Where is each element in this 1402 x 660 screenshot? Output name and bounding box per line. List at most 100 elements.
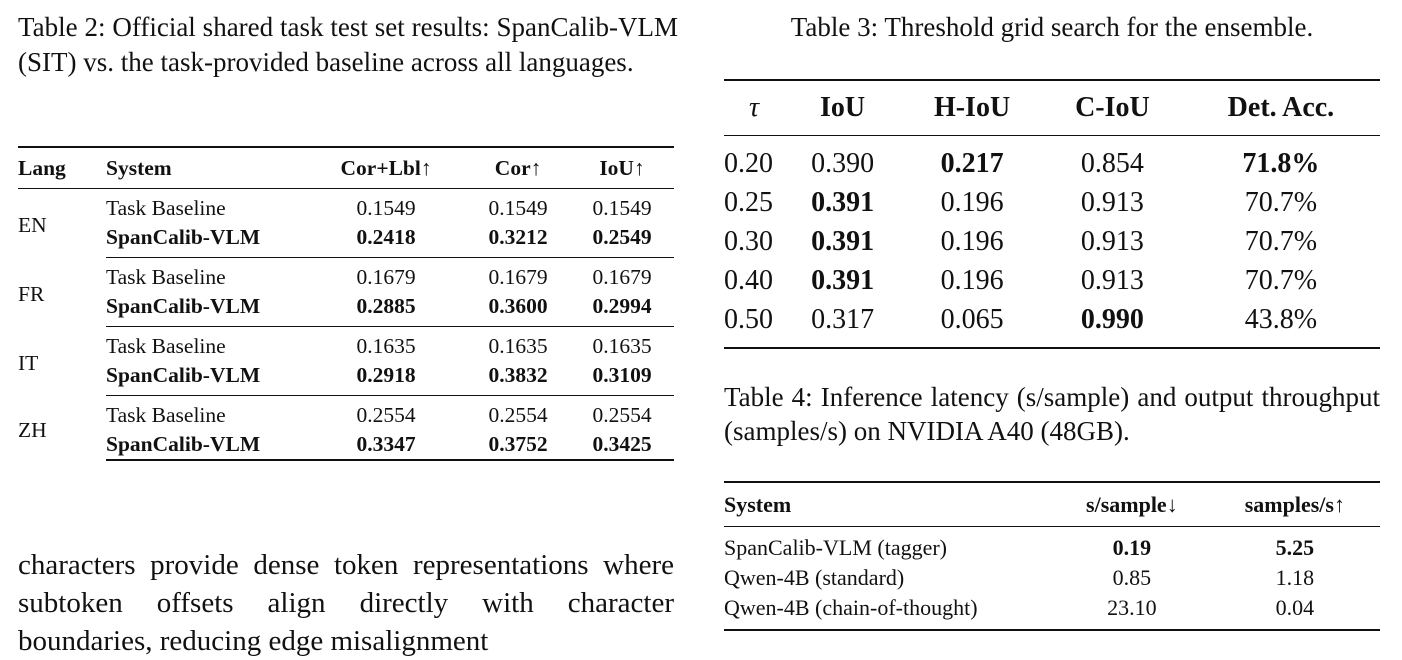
value-cell: 0.196 [940,225,1004,257]
value-cell: 0.196 [940,186,1004,218]
value-cell: 0.1549 [592,196,652,220]
value-cell: 23.10 [1054,593,1210,631]
header-cell: Lang [18,146,106,189]
table-4-caption: Table 4: Inference latency (s/sample) an… [724,382,1380,446]
value-cell: 0.391 [811,225,875,257]
value-cell: 0.1679 [356,265,416,289]
system-cell: Task Baseline [106,196,226,220]
value-cell: 0.3425 [570,430,674,461]
header-cell: s/sample↓ [1054,481,1210,527]
value-cell: 0.2918 [306,361,467,396]
table-3: τ IoU H-IoU C-IoU Det. Acc. 0.20 0.390 0.217 0.8… [724,79,1380,349]
value-cell: 0.3600 [466,292,571,327]
table-row: 0.25 0.391 0.196 0.913 70.7% [724,183,1380,222]
table-4: System s/sample↓ samples/s↑ SpanCalib-VLM (… [724,481,1380,631]
value-cell: 43.8% [1181,300,1380,349]
value-cell: 0.196 [940,264,1004,296]
header-cell: samples/s↑ [1209,481,1380,527]
value-cell: 0.391 [811,264,875,296]
header-row: System s/sample↓ samples/s↑ [724,481,1380,527]
system-cell: SpanCalib-VLM [106,430,306,461]
value-cell: 0.065 [901,300,1043,349]
header-cell: Det. Acc. [1181,79,1380,136]
threshold-cell: 0.20 [724,147,773,179]
header-cell: IoU [784,79,902,136]
value-cell: 0.1635 [488,334,548,358]
value-cell: 0.1635 [356,334,416,358]
value-cell: 0.317 [784,300,902,349]
table-row: 0.20 0.390 0.217 0.854 71.8% [724,136,1380,184]
value-cell: 0.2554 [356,403,416,427]
header-cell: τ [724,79,784,136]
threshold-cell: 0.25 [724,186,773,218]
value-cell: 0.854 [1080,147,1144,179]
value-cell: 5.25 [1275,535,1315,560]
lang-cell: IT [18,351,39,375]
value-cell: 0.3347 [306,430,467,461]
header-cell: H-IoU [901,79,1043,136]
value-cell: 0.913 [1080,264,1144,296]
header-cell: C-IoU [1042,79,1182,136]
table-row: 0.40 0.391 0.196 0.913 70.7% [724,261,1380,300]
table-row: 0.50 0.317 0.065 0.990 43.8% [724,300,1380,349]
value-cell: 70.7% [1244,186,1318,218]
system-cell: Qwen-4B (chain-of-thought) [724,593,1054,631]
value-cell: 0.217 [940,147,1004,179]
value-cell: 0.990 [1042,300,1182,349]
system-cell: SpanCalib-VLM (tagger) [724,535,947,560]
header-cell: IoU↑ [570,146,674,189]
lang-cell: ZH [18,417,47,442]
table-row: SpanCalib-VLM 0.2885 0.3600 0.2994 [18,292,674,327]
system-cell: Task Baseline [106,334,226,358]
value-cell: 1.18 [1275,565,1315,590]
table-row: FR Task Baseline 0.1679 0.1679 0.1679 [18,258,674,306]
value-cell: 0.2554 [488,403,548,427]
value-cell: 0.3752 [466,430,571,461]
header-row: Lang System Cor+Lbl↑ Cor↑ IoU↑ [18,146,674,189]
value-cell: 71.8% [1242,147,1320,179]
value-cell: 0.1679 [592,265,652,289]
header-row: τ IoU H-IoU C-IoU Det. Acc. [724,79,1380,136]
value-cell: 0.1549 [356,196,416,220]
value-cell: 0.391 [811,186,875,218]
table-2-caption: Table 2: Official shared task test set r… [18,12,678,77]
value-cell: 0.19 [1112,535,1152,560]
table-2: Lang System Cor+Lbl↑ Cor↑ IoU↑ EN Task Baselin… [18,146,674,461]
system-cell: Task Baseline [106,403,226,427]
lang-cell: FR [18,282,45,306]
value-cell: 0.1679 [488,265,548,289]
value-cell: 0.1549 [488,196,548,220]
value-cell: 0.2885 [306,292,467,327]
table-row: Qwen-4B (standard) 0.85 1.18 [724,563,1380,593]
table-row: SpanCalib-VLM 0.2418 0.3212 0.2549 [18,223,674,258]
value-cell: 0.3109 [570,361,674,396]
threshold-cell: 0.50 [724,300,784,349]
value-cell: 70.7% [1244,225,1318,257]
value-cell: 0.04 [1209,593,1380,631]
value-cell: 0.2549 [570,223,674,258]
value-cell: 0.3212 [466,223,571,258]
body-paragraph: characters provide dense token represent… [18,549,674,657]
value-cell: 0.390 [811,147,875,179]
table-row: SpanCalib-VLM (tagger) 0.19 5.25 [724,527,1380,564]
header-cell: Cor+Lbl↑ [306,146,467,189]
system-cell: SpanCalib-VLM [106,223,306,258]
table-row: ZH Task Baseline 0.2554 0.2554 0.2554 [18,396,674,442]
value-cell: 0.3832 [466,361,571,396]
threshold-cell: 0.30 [724,225,773,257]
value-cell: 0.1635 [592,334,652,358]
system-cell: SpanCalib-VLM [106,361,306,396]
table-row: EN Task Baseline 0.1549 0.1549 0.1549 [18,189,674,237]
table-row: SpanCalib-VLM 0.2918 0.3832 0.3109 [18,361,674,396]
system-cell: Qwen-4B (standard) [724,565,905,590]
value-cell: 0.2418 [306,223,467,258]
table-row: SpanCalib-VLM 0.3347 0.3752 0.3425 [18,430,674,461]
value-cell: 70.7% [1244,264,1318,296]
value-cell: 0.2994 [570,292,674,327]
value-cell: 0.2554 [592,403,652,427]
threshold-cell: 0.40 [724,264,773,296]
value-cell: 0.85 [1112,565,1152,590]
table-row: IT Task Baseline 0.1635 0.1635 0.1635 [18,327,674,375]
header-cell: Cor↑ [466,146,571,189]
header-cell: System [724,481,1054,527]
